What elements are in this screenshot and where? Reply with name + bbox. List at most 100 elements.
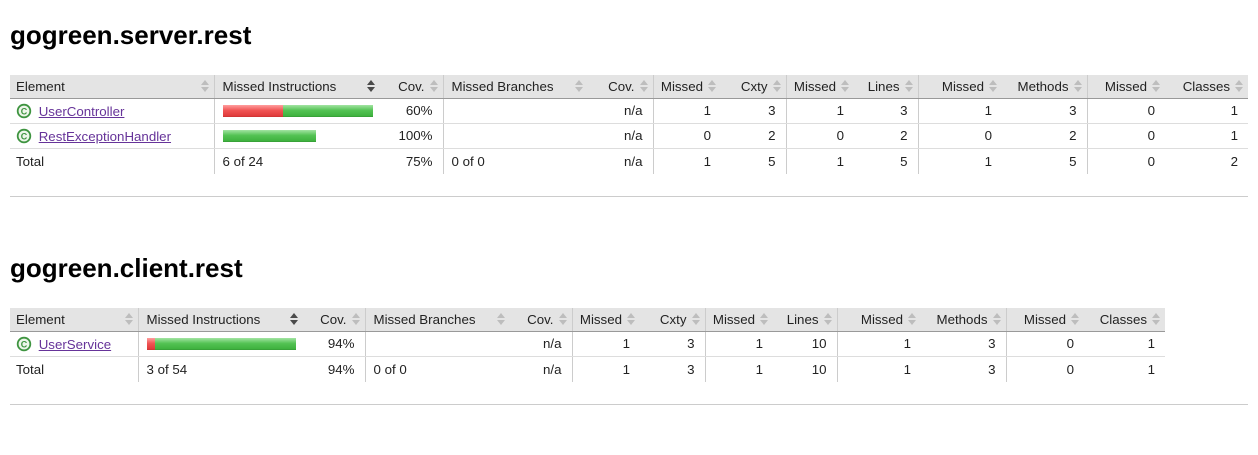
column-header-missed-classes[interactable]: Missed <box>1086 75 1165 99</box>
cxty-cell: 3 <box>640 331 705 357</box>
column-header-instruction-cov[interactable]: Cov. <box>380 75 443 99</box>
total-cxty-cell: 5 <box>768 153 776 169</box>
column-header-lines[interactable]: Lines <box>773 308 837 332</box>
section-divider <box>10 196 1248 197</box>
column-header-cxty[interactable]: Cxty <box>721 75 786 99</box>
sort-icon <box>351 312 361 326</box>
column-header-classes[interactable]: Classes <box>1165 75 1248 99</box>
sort-icon-active <box>290 312 299 326</box>
methods-cell: 3 <box>921 331 1006 357</box>
bar-covered-segment <box>154 337 296 350</box>
lines-cell: 3 <box>854 98 918 124</box>
column-header-label: Cxty <box>659 311 687 327</box>
column-header-classes[interactable]: Classes <box>1084 308 1165 332</box>
sort-icon <box>1152 79 1161 93</box>
sort-icon-active <box>367 79 376 93</box>
cxty-cell: 2 <box>721 123 786 149</box>
column-header-label: Methods <box>1017 78 1069 94</box>
instruction-coverage-cell: 100% <box>380 123 443 149</box>
column-header-label: Missed <box>660 78 703 94</box>
branch-coverage-cell: n/a <box>588 98 653 124</box>
column-header-missed-lines[interactable]: Missed <box>704 308 773 332</box>
column-header-methods[interactable]: Methods <box>921 308 1006 332</box>
total-missed-instructions-cell: 3 of 54 <box>137 356 303 382</box>
table-row-usercontroller: C UserController 60% n/a 1 3 1 3 1 3 0 1 <box>10 98 1248 124</box>
column-header-label: Missed Branches <box>451 78 554 94</box>
column-header-element[interactable]: Element <box>10 308 138 332</box>
column-header-methods[interactable]: Methods <box>1002 75 1087 99</box>
total-missed-methods-cell: 1 <box>917 148 1002 174</box>
coverage-bar <box>222 104 380 117</box>
sort-icon <box>558 312 568 326</box>
column-header-cxty[interactable]: Cxty <box>640 308 705 332</box>
total-methods-cell: 5 <box>1069 153 1077 169</box>
missed-classes-cell: 0 <box>1086 98 1165 124</box>
column-header-label: Missed <box>860 311 903 327</box>
missed-classes-cell: 0 <box>1005 331 1084 357</box>
element-link[interactable]: UserController <box>38 103 125 119</box>
column-header-element[interactable]: Element <box>10 75 214 99</box>
class-icon: C <box>16 128 32 144</box>
sort-icon <box>575 79 584 93</box>
sort-icon <box>627 312 636 326</box>
total-missed-classes-cell: 0 <box>1086 148 1165 174</box>
missed-branches-cell <box>364 331 510 357</box>
sort-icon <box>1073 79 1083 93</box>
column-header-missed-cxty[interactable]: Missed <box>571 308 640 332</box>
total-label-cell: Total <box>16 153 45 169</box>
missed-instructions-cell <box>213 98 380 124</box>
methods-cell: 3 <box>1002 98 1087 124</box>
classes-cell: 1 <box>1165 123 1248 149</box>
instruction-coverage-cell: 60% <box>380 98 443 124</box>
column-header-label: Lines <box>867 78 900 94</box>
column-header-label: Cxty <box>740 78 768 94</box>
column-header-missed-instructions[interactable]: Missed Instructions <box>213 75 380 99</box>
column-header-label: Element <box>16 311 65 327</box>
sort-icon <box>989 79 998 93</box>
column-header-missed-methods[interactable]: Missed <box>836 308 921 332</box>
element-link[interactable]: UserService <box>38 336 112 352</box>
total-methods-cell: 3 <box>988 361 996 377</box>
total-branch-coverage-cell: n/a <box>543 361 562 377</box>
table-total-row: Total 3 of 54 94% 0 of 0 n/a 1 3 1 10 1 … <box>10 356 1165 382</box>
column-header-label: Cov. <box>527 311 554 327</box>
column-header-missed-instructions[interactable]: Missed Instructions <box>137 308 303 332</box>
svg-text:C: C <box>21 106 28 116</box>
package-section-server-rest: gogreen.server.rest Element Missed Instr… <box>10 20 1248 197</box>
total-cxty-cell: 3 <box>687 361 695 377</box>
total-label-cell: Total <box>16 361 45 377</box>
sort-icon <box>841 79 850 93</box>
column-header-missed-methods[interactable]: Missed <box>917 75 1002 99</box>
table-total-row: Total 6 of 24 75% 0 of 0 n/a 1 5 1 5 1 5… <box>10 148 1248 174</box>
total-missed-lines-cell: 1 <box>704 356 773 382</box>
column-header-instruction-cov[interactable]: Cov. <box>303 308 365 332</box>
total-instruction-coverage-cell: 75% <box>405 153 433 169</box>
classes-cell: 1 <box>1165 98 1248 124</box>
column-header-label: Missed <box>712 311 755 327</box>
total-missed-branches-cell: 0 of 0 <box>442 148 588 174</box>
column-header-label: Classes <box>1182 78 1230 94</box>
column-header-missed-classes[interactable]: Missed <box>1005 308 1084 332</box>
classes-cell: 1 <box>1084 331 1165 357</box>
column-header-label: Methods <box>936 311 988 327</box>
column-header-label: Missed <box>941 78 984 94</box>
column-header-missed-lines[interactable]: Missed <box>785 75 854 99</box>
column-header-missed-branches[interactable]: Missed Branches <box>364 308 510 332</box>
column-header-missed-cxty[interactable]: Missed <box>652 75 721 99</box>
element-link[interactable]: RestExceptionHandler <box>38 128 172 144</box>
total-missed-branches-cell: 0 of 0 <box>364 356 510 382</box>
coverage-table: Element Missed Instructions Cov. Missed … <box>10 75 1248 174</box>
total-classes-cell: 2 <box>1230 153 1238 169</box>
column-header-branch-cov[interactable]: Cov. <box>510 308 572 332</box>
missed-cxty-cell: 1 <box>571 331 640 357</box>
sort-icon <box>497 312 506 326</box>
sort-icon <box>1235 79 1244 93</box>
column-header-missed-branches[interactable]: Missed Branches <box>442 75 588 99</box>
package-title: gogreen.server.rest <box>10 20 252 50</box>
column-header-lines[interactable]: Lines <box>854 75 918 99</box>
column-header-label: Missed Instructions <box>146 311 261 327</box>
column-header-branch-cov[interactable]: Cov. <box>588 75 653 99</box>
branch-coverage-cell: n/a <box>588 123 653 149</box>
total-instruction-coverage-cell: 94% <box>327 361 355 377</box>
bar-missed-segment <box>222 104 283 117</box>
